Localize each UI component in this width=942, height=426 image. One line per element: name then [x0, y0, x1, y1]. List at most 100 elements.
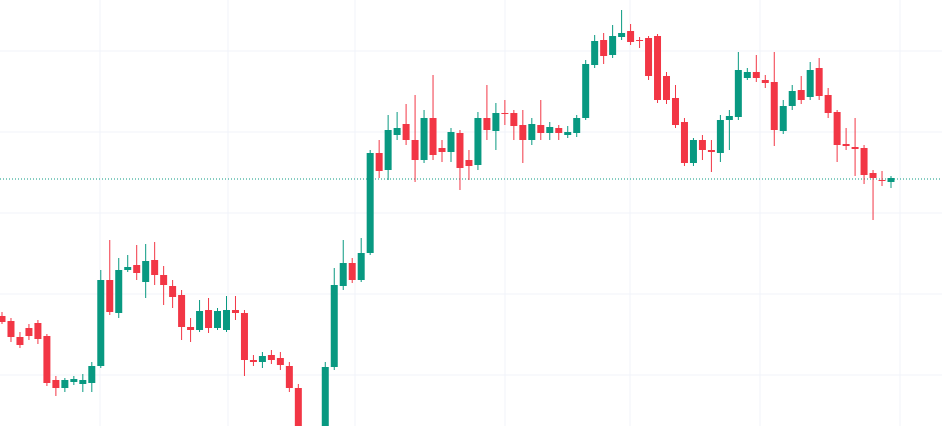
candle-body	[761, 80, 769, 83]
candle-body	[860, 148, 868, 175]
candle-body	[636, 40, 644, 41]
candle-body	[869, 173, 877, 178]
candle-body	[654, 36, 662, 100]
candle-body	[600, 40, 608, 56]
candle-body	[591, 41, 599, 65]
candle-body	[267, 355, 275, 360]
candle-body	[142, 261, 150, 282]
candle-body	[52, 380, 60, 388]
candle-body	[797, 90, 805, 100]
candle-body	[555, 128, 563, 133]
candle-body	[160, 275, 168, 285]
candle-body	[519, 125, 527, 140]
candle-body	[276, 358, 284, 365]
candle-body	[339, 263, 347, 286]
candle-body	[806, 70, 814, 97]
candle-body	[34, 323, 42, 339]
candle-body	[178, 295, 186, 327]
candle-body	[689, 140, 697, 163]
candle-body	[393, 128, 401, 135]
candle-body	[321, 367, 329, 426]
candle-body	[483, 118, 491, 130]
candle-body	[25, 328, 33, 336]
candle-body	[411, 140, 419, 160]
candle-body	[510, 113, 518, 126]
candle-body	[330, 285, 338, 367]
candle-body	[815, 68, 823, 96]
candle-body	[429, 118, 437, 155]
candle-body	[348, 263, 356, 280]
candle-body	[582, 64, 590, 118]
candle-body	[546, 127, 554, 133]
candle-body	[878, 180, 886, 181]
candle-body	[698, 140, 706, 150]
candle-body	[88, 366, 96, 383]
candle-body	[707, 150, 715, 152]
candle-body	[205, 310, 213, 328]
candle-body	[456, 133, 464, 168]
candle-body	[573, 118, 581, 133]
candle-body	[43, 336, 51, 383]
candle-body	[357, 253, 365, 280]
candle-body	[716, 120, 724, 153]
candle-body	[240, 313, 248, 360]
candle-body	[492, 113, 500, 131]
candle-body	[169, 286, 177, 297]
candle-body	[851, 147, 859, 149]
candle-body	[366, 153, 374, 253]
candle-body	[402, 124, 410, 140]
candle-body	[465, 160, 473, 166]
candle-body	[294, 388, 302, 426]
candle-body	[537, 125, 545, 133]
candle-body	[528, 124, 536, 140]
candle-body	[124, 267, 132, 270]
candle-body	[833, 112, 841, 145]
candle-body	[779, 106, 787, 131]
candle-body	[196, 311, 204, 330]
candle-body	[384, 130, 392, 170]
candle-body	[7, 321, 15, 337]
candle-body	[618, 33, 626, 37]
candle-body	[725, 116, 733, 120]
candle-body	[438, 148, 446, 152]
candle-body	[231, 310, 239, 313]
candle-body	[501, 113, 509, 114]
candle-body	[79, 380, 87, 384]
candle-body	[97, 280, 105, 366]
candle-body	[564, 132, 572, 135]
candle-body	[627, 31, 635, 42]
candle-body	[0, 316, 6, 322]
candle-body	[671, 98, 679, 125]
candle-body	[743, 72, 751, 78]
candle-body	[645, 38, 653, 76]
candle-body	[663, 76, 671, 100]
candle-body	[222, 310, 230, 330]
candle-body	[420, 118, 428, 160]
candle-body	[106, 280, 114, 312]
candle-body	[375, 153, 383, 171]
candle-body	[752, 72, 760, 78]
candle-body	[133, 265, 141, 273]
candle-body	[115, 270, 123, 313]
candle-body	[887, 178, 895, 182]
candle-body	[249, 360, 257, 362]
candle-body	[788, 91, 796, 106]
candle-body	[609, 36, 617, 55]
candle-body	[151, 260, 159, 275]
candle-body	[61, 380, 69, 388]
candle-body	[285, 366, 293, 388]
candle-body	[447, 132, 455, 152]
candle-body	[824, 95, 832, 113]
candle-body	[214, 311, 222, 328]
candle-body	[70, 379, 78, 382]
candle-body	[16, 337, 24, 345]
candle-body	[734, 70, 742, 117]
candle-body	[258, 356, 266, 362]
candle-body	[680, 122, 688, 163]
candle-body	[474, 118, 482, 165]
candle-body	[842, 144, 850, 146]
candle-body	[187, 327, 195, 330]
candle-body	[770, 82, 778, 130]
